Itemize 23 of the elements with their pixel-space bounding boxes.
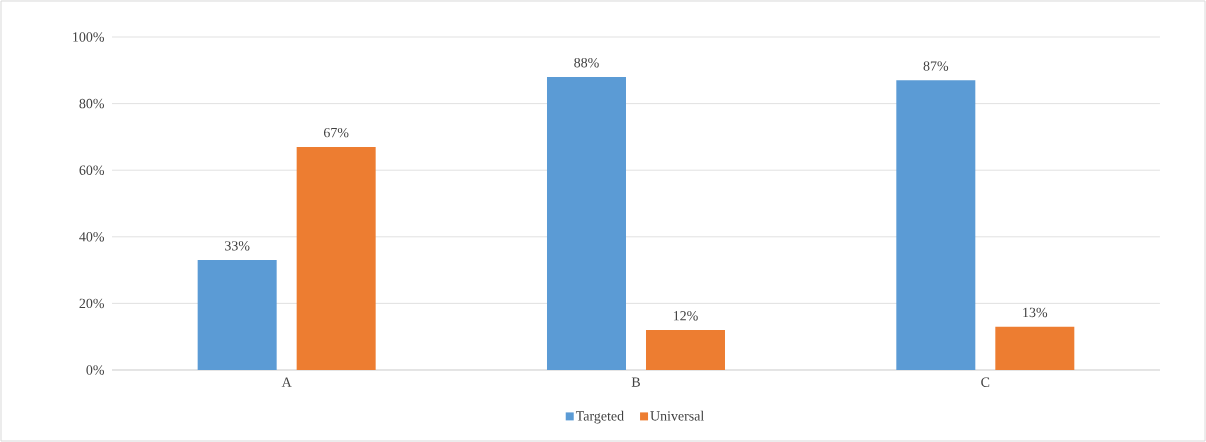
legend-label: Targeted [575,410,624,424]
data-label: 12% [673,311,698,321]
bar [197,260,277,370]
bar [896,80,976,370]
data-label: 33% [225,241,250,251]
y-tick-label: 0% [86,365,104,375]
y-tick-label: 60% [79,165,104,175]
bar [645,330,725,370]
x-tick-label: C [981,377,990,387]
bar [995,326,1075,370]
bar [296,146,376,370]
x-tick-label: A [281,377,292,387]
data-label: 13% [1023,307,1048,318]
y-tick-label: 100% [73,32,104,42]
y-tick-label: 40% [79,232,104,242]
bar [546,76,626,370]
data-label: 87% [923,61,949,71]
y-tick-label: 20% [79,298,104,309]
y-tick-label: 80% [79,98,104,109]
legend-label: Universal [650,410,704,421]
data-label: 67% [323,127,349,138]
x-tick-label: B [631,377,640,387]
data-label: 88% [574,57,599,68]
